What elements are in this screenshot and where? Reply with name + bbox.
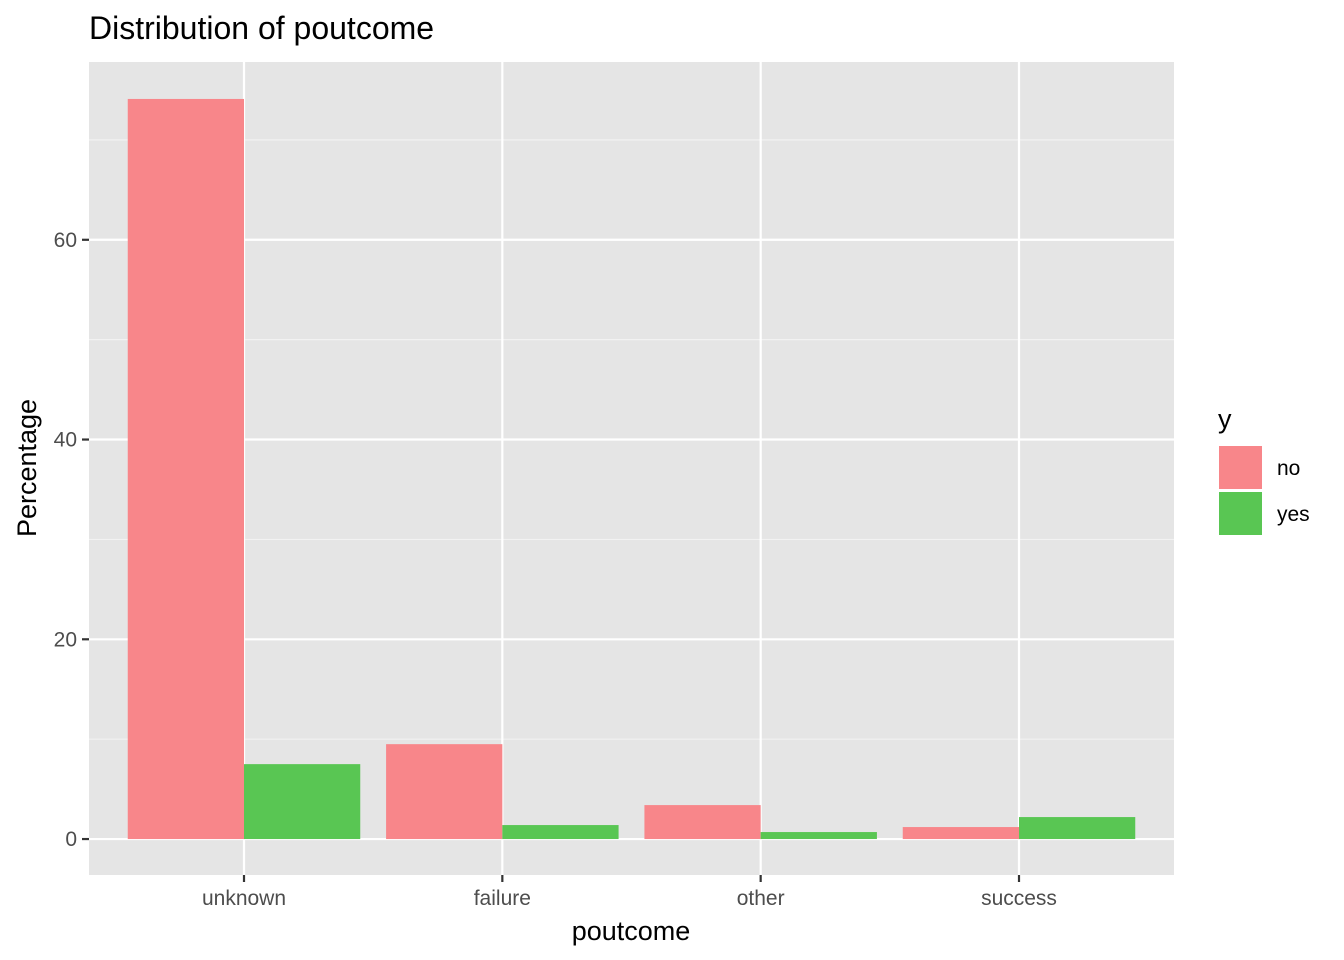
y-tick-label: 40 <box>54 429 77 452</box>
x-tick-label: failure <box>474 887 531 910</box>
bar-no-success <box>902 827 1019 840</box>
bar-yes-unknown <box>244 764 361 840</box>
x-tick-label: success <box>981 887 1057 910</box>
bar-no-failure <box>386 744 503 840</box>
bars <box>127 98 1136 840</box>
minor-gridlines <box>89 139 1174 740</box>
legend-label-yes: yes <box>1277 503 1310 526</box>
bar-yes-other <box>760 832 877 840</box>
x-axis: unknown failure other success <box>202 875 1057 910</box>
bar-no-other <box>644 805 761 840</box>
y-axis-title: Percentage <box>12 399 42 537</box>
y-tick-label: 20 <box>54 628 77 651</box>
legend-key-no <box>1217 444 1264 491</box>
x-tick-label: other <box>737 887 785 910</box>
plot-panel <box>89 62 1174 875</box>
y-tick-label: 0 <box>65 828 77 851</box>
bar-yes-success <box>1019 817 1136 840</box>
bar-yes-failure <box>502 825 619 840</box>
chart-title: Distribution of poutcome <box>89 10 434 46</box>
y-axis: 0 20 40 60 <box>54 229 89 851</box>
legend-title: y <box>1218 404 1232 434</box>
legend-key-yes <box>1217 490 1264 537</box>
x-axis-title: poutcome <box>572 916 691 946</box>
bar-no-unknown <box>127 98 244 840</box>
legend: y no yes <box>1217 404 1310 537</box>
x-tick-label: unknown <box>202 887 286 910</box>
y-tick-label: 60 <box>54 229 77 252</box>
legend-label-no: no <box>1277 457 1300 480</box>
